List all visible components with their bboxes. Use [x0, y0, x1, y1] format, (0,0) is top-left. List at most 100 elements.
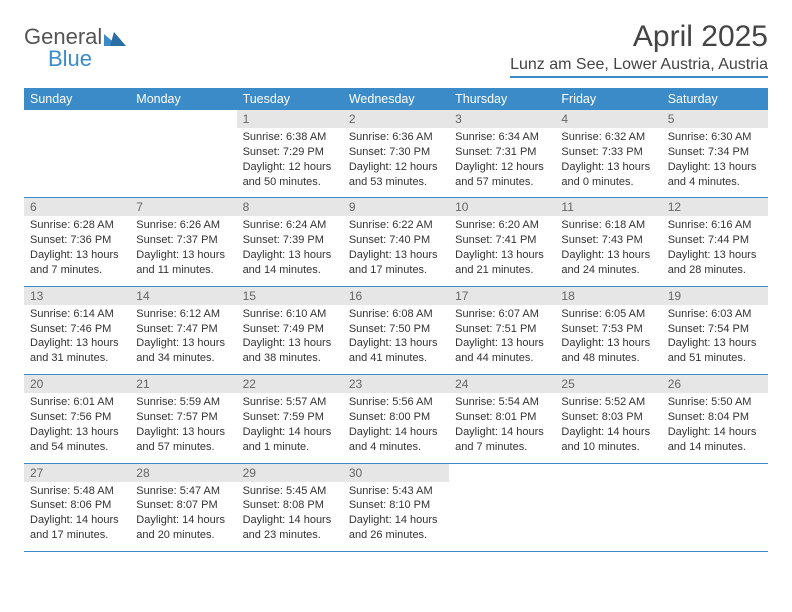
sunrise-text: Sunrise: 6:22 AM [349, 218, 443, 233]
calendar-cell: 2Sunrise: 6:36 AMSunset: 7:30 PMDaylight… [343, 110, 449, 198]
day-body: Sunrise: 6:38 AMSunset: 7:29 PMDaylight:… [237, 128, 343, 197]
day-number: 17 [449, 287, 555, 305]
calendar-cell: 18Sunrise: 6:05 AMSunset: 7:53 PMDayligh… [555, 286, 661, 374]
daylight-text: Daylight: 14 hours and 17 minutes. [30, 513, 124, 543]
calendar-cell: 21Sunrise: 5:59 AMSunset: 7:57 PMDayligh… [130, 375, 236, 463]
day-number: 13 [24, 287, 130, 305]
calendar-cell: 27Sunrise: 5:48 AMSunset: 8:06 PMDayligh… [24, 463, 130, 551]
calendar-cell: 17Sunrise: 6:07 AMSunset: 7:51 PMDayligh… [449, 286, 555, 374]
daylight-text: Daylight: 13 hours and 17 minutes. [349, 248, 443, 278]
day-number: 16 [343, 287, 449, 305]
daylight-text: Daylight: 14 hours and 1 minute. [243, 425, 337, 455]
sunset-text: Sunset: 7:47 PM [136, 322, 230, 337]
calendar-cell: 16Sunrise: 6:08 AMSunset: 7:50 PMDayligh… [343, 286, 449, 374]
logo-triangle-icon [104, 28, 126, 50]
page-title: April 2025 [510, 20, 768, 54]
day-number: 27 [24, 464, 130, 482]
calendar-row: 27Sunrise: 5:48 AMSunset: 8:06 PMDayligh… [24, 463, 768, 551]
day-number: 29 [237, 464, 343, 482]
day-number: 19 [662, 287, 768, 305]
sunset-text: Sunset: 7:30 PM [349, 145, 443, 160]
day-body: Sunrise: 5:59 AMSunset: 7:57 PMDaylight:… [130, 393, 236, 462]
day-body: Sunrise: 6:28 AMSunset: 7:36 PMDaylight:… [24, 216, 130, 285]
day-number: 6 [24, 198, 130, 216]
day-body: Sunrise: 6:26 AMSunset: 7:37 PMDaylight:… [130, 216, 236, 285]
calendar-cell: 28 Sunrise: 5:47 AMSunset: 8:07 PMDayligh… [130, 463, 236, 551]
calendar-cell: 3Sunrise: 6:34 AMSunset: 7:31 PMDaylight… [449, 110, 555, 198]
daylight-text: Daylight: 13 hours and 51 minutes. [668, 336, 762, 366]
day-number: 30 [343, 464, 449, 482]
calendar-cell: . [555, 463, 661, 551]
calendar-cell: 4Sunrise: 6:32 AMSunset: 7:33 PMDaylight… [555, 110, 661, 198]
day-body: Sunrise: 6:03 AMSunset: 7:54 PMDaylight:… [662, 305, 768, 374]
sunrise-text: Sunrise: 6:34 AM [455, 130, 549, 145]
day-body: Sunrise: 5:45 AMSunset: 8:08 PMDaylight:… [237, 482, 343, 551]
calendar-row: 13Sunrise: 6:14 AMSunset: 7:46 PMDayligh… [24, 286, 768, 374]
sunrise-text: Sunrise: 6:18 AM [561, 218, 655, 233]
sunrise-text: Sunrise: 6:10 AM [243, 307, 337, 322]
day-body: Sunrise: 6:12 AMSunset: 7:47 PMDaylight:… [130, 305, 236, 374]
daylight-text: Daylight: 13 hours and 28 minutes. [668, 248, 762, 278]
day-header: Thursday [449, 88, 555, 110]
daylight-text: Daylight: 13 hours and 57 minutes. [136, 425, 230, 455]
sunrise-text: Sunrise: 6:16 AM [668, 218, 762, 233]
day-header: Wednesday [343, 88, 449, 110]
calendar-cell: 26Sunrise: 5:50 AMSunset: 8:04 PMDayligh… [662, 375, 768, 463]
sunset-text: Sunset: 7:49 PM [243, 322, 337, 337]
sunrise-text: Sunrise: 5:43 AM [349, 484, 443, 499]
day-body: Sunrise: 5:52 AMSunset: 8:03 PMDaylight:… [555, 393, 661, 462]
calendar-cell: 10Sunrise: 6:20 AMSunset: 7:41 PMDayligh… [449, 198, 555, 286]
sunrise-text: Sunrise: 6:20 AM [455, 218, 549, 233]
day-body: Sunrise: 6:36 AMSunset: 7:30 PMDaylight:… [343, 128, 449, 197]
daylight-text: Daylight: 12 hours and 57 minutes. [455, 160, 549, 190]
location-subtitle: Lunz am See, Lower Austria, Austria [510, 56, 768, 78]
day-body: Sunrise: 6:32 AMSunset: 7:33 PMDaylight:… [555, 128, 661, 197]
sunset-text: Sunset: 8:07 PM [136, 498, 230, 513]
sunrise-text: Sunrise: 5:45 AM [243, 484, 337, 499]
sunset-text: Sunset: 7:34 PM [668, 145, 762, 160]
sunset-text: Sunset: 7:40 PM [349, 233, 443, 248]
sunset-text: Sunset: 7:46 PM [30, 322, 124, 337]
day-body: Sunrise: 6:08 AMSunset: 7:50 PMDaylight:… [343, 305, 449, 374]
daylight-text: Daylight: 13 hours and 38 minutes. [243, 336, 337, 366]
calendar-cell: 8Sunrise: 6:24 AMSunset: 7:39 PMDaylight… [237, 198, 343, 286]
daylight-text: Daylight: 12 hours and 50 minutes. [243, 160, 337, 190]
calendar-cell: 12Sunrise: 6:16 AMSunset: 7:44 PMDayligh… [662, 198, 768, 286]
calendar-cell: . [130, 110, 236, 198]
daylight-text: Daylight: 13 hours and 11 minutes. [136, 248, 230, 278]
day-number: 14 [130, 287, 236, 305]
daylight-text: Daylight: 14 hours and 23 minutes. [243, 513, 337, 543]
calendar-cell: 6Sunrise: 6:28 AMSunset: 7:36 PMDaylight… [24, 198, 130, 286]
day-number: 23 [343, 375, 449, 393]
day-number: 12 [662, 198, 768, 216]
daylight-text: Daylight: 13 hours and 54 minutes. [30, 425, 124, 455]
sunrise-text: Sunrise: 5:47 AM [136, 484, 230, 499]
daylight-text: Daylight: 13 hours and 48 minutes. [561, 336, 655, 366]
day-number: 26 [662, 375, 768, 393]
calendar-cell: . [24, 110, 130, 198]
sunrise-text: Sunrise: 5:50 AM [668, 395, 762, 410]
day-body: Sunrise: 6:05 AMSunset: 7:53 PMDaylight:… [555, 305, 661, 374]
day-number: 5 [662, 110, 768, 128]
sunrise-text: Sunrise: 6:30 AM [668, 130, 762, 145]
day-number: 28 [130, 464, 236, 482]
calendar-cell: 13Sunrise: 6:14 AMSunset: 7:46 PMDayligh… [24, 286, 130, 374]
day-number: 21 [130, 375, 236, 393]
daylight-text: Daylight: 14 hours and 20 minutes. [136, 513, 230, 543]
day-body: Sunrise: 5:43 AMSunset: 8:10 PMDaylight:… [343, 482, 449, 551]
sunrise-text: Sunrise: 5:56 AM [349, 395, 443, 410]
day-number: 9 [343, 198, 449, 216]
day-body: Sunrise: 6:24 AMSunset: 7:39 PMDaylight:… [237, 216, 343, 285]
sunset-text: Sunset: 7:29 PM [243, 145, 337, 160]
day-body: Sunrise: 6:16 AMSunset: 7:44 PMDaylight:… [662, 216, 768, 285]
day-number: 11 [555, 198, 661, 216]
sunset-text: Sunset: 7:44 PM [668, 233, 762, 248]
calendar-cell: 14Sunrise: 6:12 AMSunset: 7:47 PMDayligh… [130, 286, 236, 374]
sunrise-text: Sunrise: 5:59 AM [136, 395, 230, 410]
daylight-text: Daylight: 13 hours and 0 minutes. [561, 160, 655, 190]
day-body: Sunrise: 6:10 AMSunset: 7:49 PMDaylight:… [237, 305, 343, 374]
sunrise-text: Sunrise: 6:36 AM [349, 130, 443, 145]
day-number: 3 [449, 110, 555, 128]
calendar-cell: 24Sunrise: 5:54 AMSunset: 8:01 PMDayligh… [449, 375, 555, 463]
sunset-text: Sunset: 7:53 PM [561, 322, 655, 337]
